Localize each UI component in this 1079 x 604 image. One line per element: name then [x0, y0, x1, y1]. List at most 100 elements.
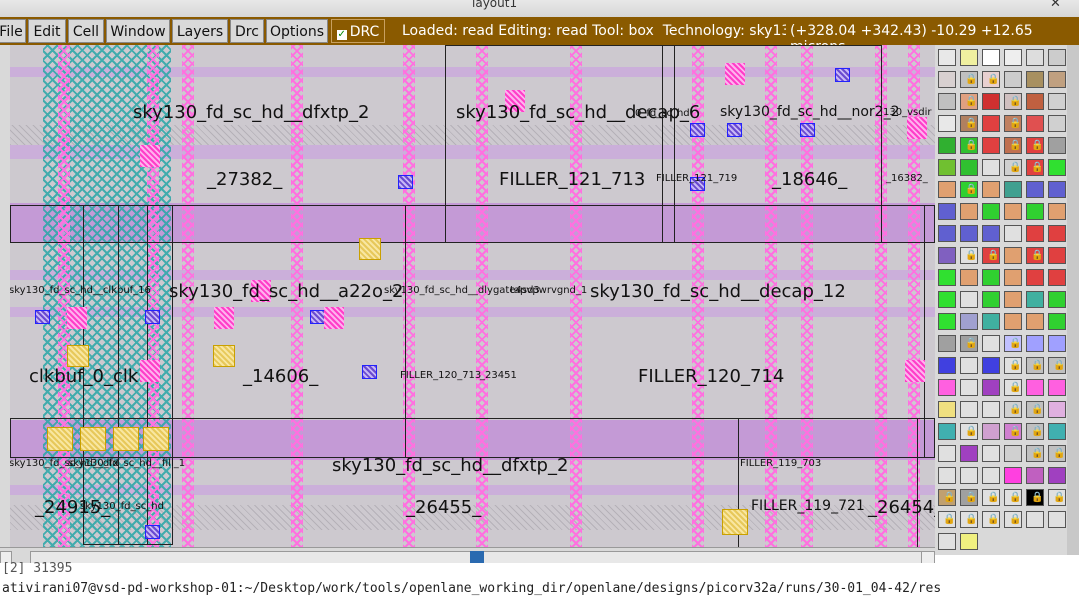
- layer-swatch[interactable]: 🔒: [1026, 401, 1044, 418]
- layer-swatch[interactable]: [1048, 181, 1066, 198]
- layer-swatch[interactable]: 🔒: [1048, 489, 1066, 506]
- menu-drc[interactable]: Drc: [230, 19, 264, 43]
- layer-swatch[interactable]: [982, 137, 1000, 154]
- close-icon[interactable]: ✕: [1050, 0, 1061, 11]
- layer-swatch[interactable]: [938, 49, 956, 66]
- layer-swatch[interactable]: [1048, 401, 1066, 418]
- layer-swatch[interactable]: [1048, 93, 1066, 110]
- layer-swatch[interactable]: [938, 379, 956, 396]
- layer-swatch[interactable]: [960, 401, 978, 418]
- layer-swatch[interactable]: 🔒: [960, 93, 978, 110]
- menu-edit[interactable]: Edit: [28, 19, 66, 43]
- layer-swatch[interactable]: [960, 225, 978, 242]
- layer-swatch[interactable]: [938, 159, 956, 176]
- layer-swatch[interactable]: [938, 93, 956, 110]
- layer-swatch[interactable]: [938, 71, 956, 88]
- layer-swatch[interactable]: [1026, 71, 1044, 88]
- layer-swatch[interactable]: 🔒: [982, 71, 1000, 88]
- layer-swatch[interactable]: [938, 445, 956, 462]
- layer-swatch[interactable]: [938, 401, 956, 418]
- layer-swatch[interactable]: 🔒: [960, 115, 978, 132]
- layer-swatch[interactable]: 🔒: [938, 511, 956, 528]
- layer-swatch[interactable]: 🔒: [960, 423, 978, 440]
- layer-swatch[interactable]: [1004, 313, 1022, 330]
- layer-swatch[interactable]: 🔒: [1004, 159, 1022, 176]
- layer-swatch[interactable]: [982, 335, 1000, 352]
- layer-swatch[interactable]: 🔒: [1004, 379, 1022, 396]
- left-scrollbar[interactable]: [0, 45, 10, 547]
- layer-swatch[interactable]: 🔒: [1026, 423, 1044, 440]
- layer-swatch[interactable]: [938, 225, 956, 242]
- layer-swatch[interactable]: [1004, 225, 1022, 242]
- menu-file[interactable]: File: [0, 19, 26, 43]
- layer-swatch[interactable]: 🔒: [1004, 137, 1022, 154]
- layout-canvas[interactable]: sky130_fd_sc_hd__dfxtp_2 sky130_fd_sc_hd…: [10, 45, 935, 547]
- layer-swatch[interactable]: [960, 379, 978, 396]
- layer-swatch[interactable]: [1048, 137, 1066, 154]
- layer-swatch[interactable]: [1004, 49, 1022, 66]
- layer-swatch[interactable]: [1004, 445, 1022, 462]
- layer-swatch[interactable]: [982, 291, 1000, 308]
- layer-swatch[interactable]: [1026, 225, 1044, 242]
- layer-swatch[interactable]: [938, 203, 956, 220]
- layer-swatch[interactable]: [960, 269, 978, 286]
- layer-swatch[interactable]: 🔒: [1004, 93, 1022, 110]
- layer-swatch[interactable]: [982, 203, 1000, 220]
- layer-swatch[interactable]: [1048, 159, 1066, 176]
- layer-swatch[interactable]: 🔒: [938, 489, 956, 506]
- layer-swatch[interactable]: 🔒: [1004, 357, 1022, 374]
- layer-swatch[interactable]: 🔒: [1026, 247, 1044, 264]
- layer-swatch[interactable]: [960, 467, 978, 484]
- layer-swatch[interactable]: [982, 181, 1000, 198]
- layer-swatch[interactable]: 🔒: [1004, 511, 1022, 528]
- layer-swatch[interactable]: 🔒: [960, 181, 978, 198]
- layer-swatch[interactable]: [960, 357, 978, 374]
- menu-options[interactable]: Options: [266, 19, 328, 43]
- layer-swatch[interactable]: [1026, 467, 1044, 484]
- layer-swatch[interactable]: 🔒: [1026, 489, 1044, 506]
- layer-swatch[interactable]: [982, 445, 1000, 462]
- layer-swatch[interactable]: [1026, 203, 1044, 220]
- layer-swatch[interactable]: [1048, 313, 1066, 330]
- layer-swatch[interactable]: [982, 467, 1000, 484]
- layer-swatch[interactable]: [1026, 115, 1044, 132]
- layer-swatch[interactable]: [982, 159, 1000, 176]
- layer-swatch[interactable]: 🔒: [982, 511, 1000, 528]
- layer-swatch[interactable]: 🔒: [960, 137, 978, 154]
- layer-swatch[interactable]: [960, 313, 978, 330]
- layer-swatch[interactable]: 🔒: [1026, 137, 1044, 154]
- layer-swatch[interactable]: [1048, 203, 1066, 220]
- layer-swatch[interactable]: [1026, 335, 1044, 352]
- layer-swatch[interactable]: 🔒: [960, 489, 978, 506]
- layer-swatch[interactable]: [960, 203, 978, 220]
- layer-swatch[interactable]: [1004, 71, 1022, 88]
- layer-swatch[interactable]: 🔒: [1004, 115, 1022, 132]
- layer-swatch[interactable]: [982, 379, 1000, 396]
- layer-swatch[interactable]: [1048, 291, 1066, 308]
- layer-swatch[interactable]: [1004, 269, 1022, 286]
- layer-swatch[interactable]: [1026, 291, 1044, 308]
- layer-swatch[interactable]: 🔒: [1026, 445, 1044, 462]
- layer-swatch[interactable]: 🔒: [982, 247, 1000, 264]
- layer-swatch[interactable]: [1004, 181, 1022, 198]
- layer-swatch[interactable]: [1026, 511, 1044, 528]
- layer-swatch[interactable]: [1048, 115, 1066, 132]
- layer-swatch[interactable]: 🔒: [960, 511, 978, 528]
- layer-swatch[interactable]: [938, 137, 956, 154]
- layer-swatch[interactable]: [960, 445, 978, 462]
- layer-swatch[interactable]: [982, 93, 1000, 110]
- layer-swatch[interactable]: 🔒: [1048, 445, 1066, 462]
- layer-swatch[interactable]: [1026, 181, 1044, 198]
- layer-swatch[interactable]: [1048, 335, 1066, 352]
- layer-swatch[interactable]: 🔒: [1026, 159, 1044, 176]
- layer-swatch[interactable]: [1048, 511, 1066, 528]
- layer-swatch[interactable]: [1004, 247, 1022, 264]
- layer-swatch[interactable]: [1004, 467, 1022, 484]
- layer-swatch[interactable]: 🔒: [960, 335, 978, 352]
- layer-swatch[interactable]: [960, 159, 978, 176]
- layer-swatch[interactable]: [1048, 247, 1066, 264]
- layer-swatch[interactable]: [960, 533, 978, 550]
- layer-swatch[interactable]: [1026, 313, 1044, 330]
- layer-swatch[interactable]: [938, 533, 956, 550]
- layer-swatch[interactable]: [938, 335, 956, 352]
